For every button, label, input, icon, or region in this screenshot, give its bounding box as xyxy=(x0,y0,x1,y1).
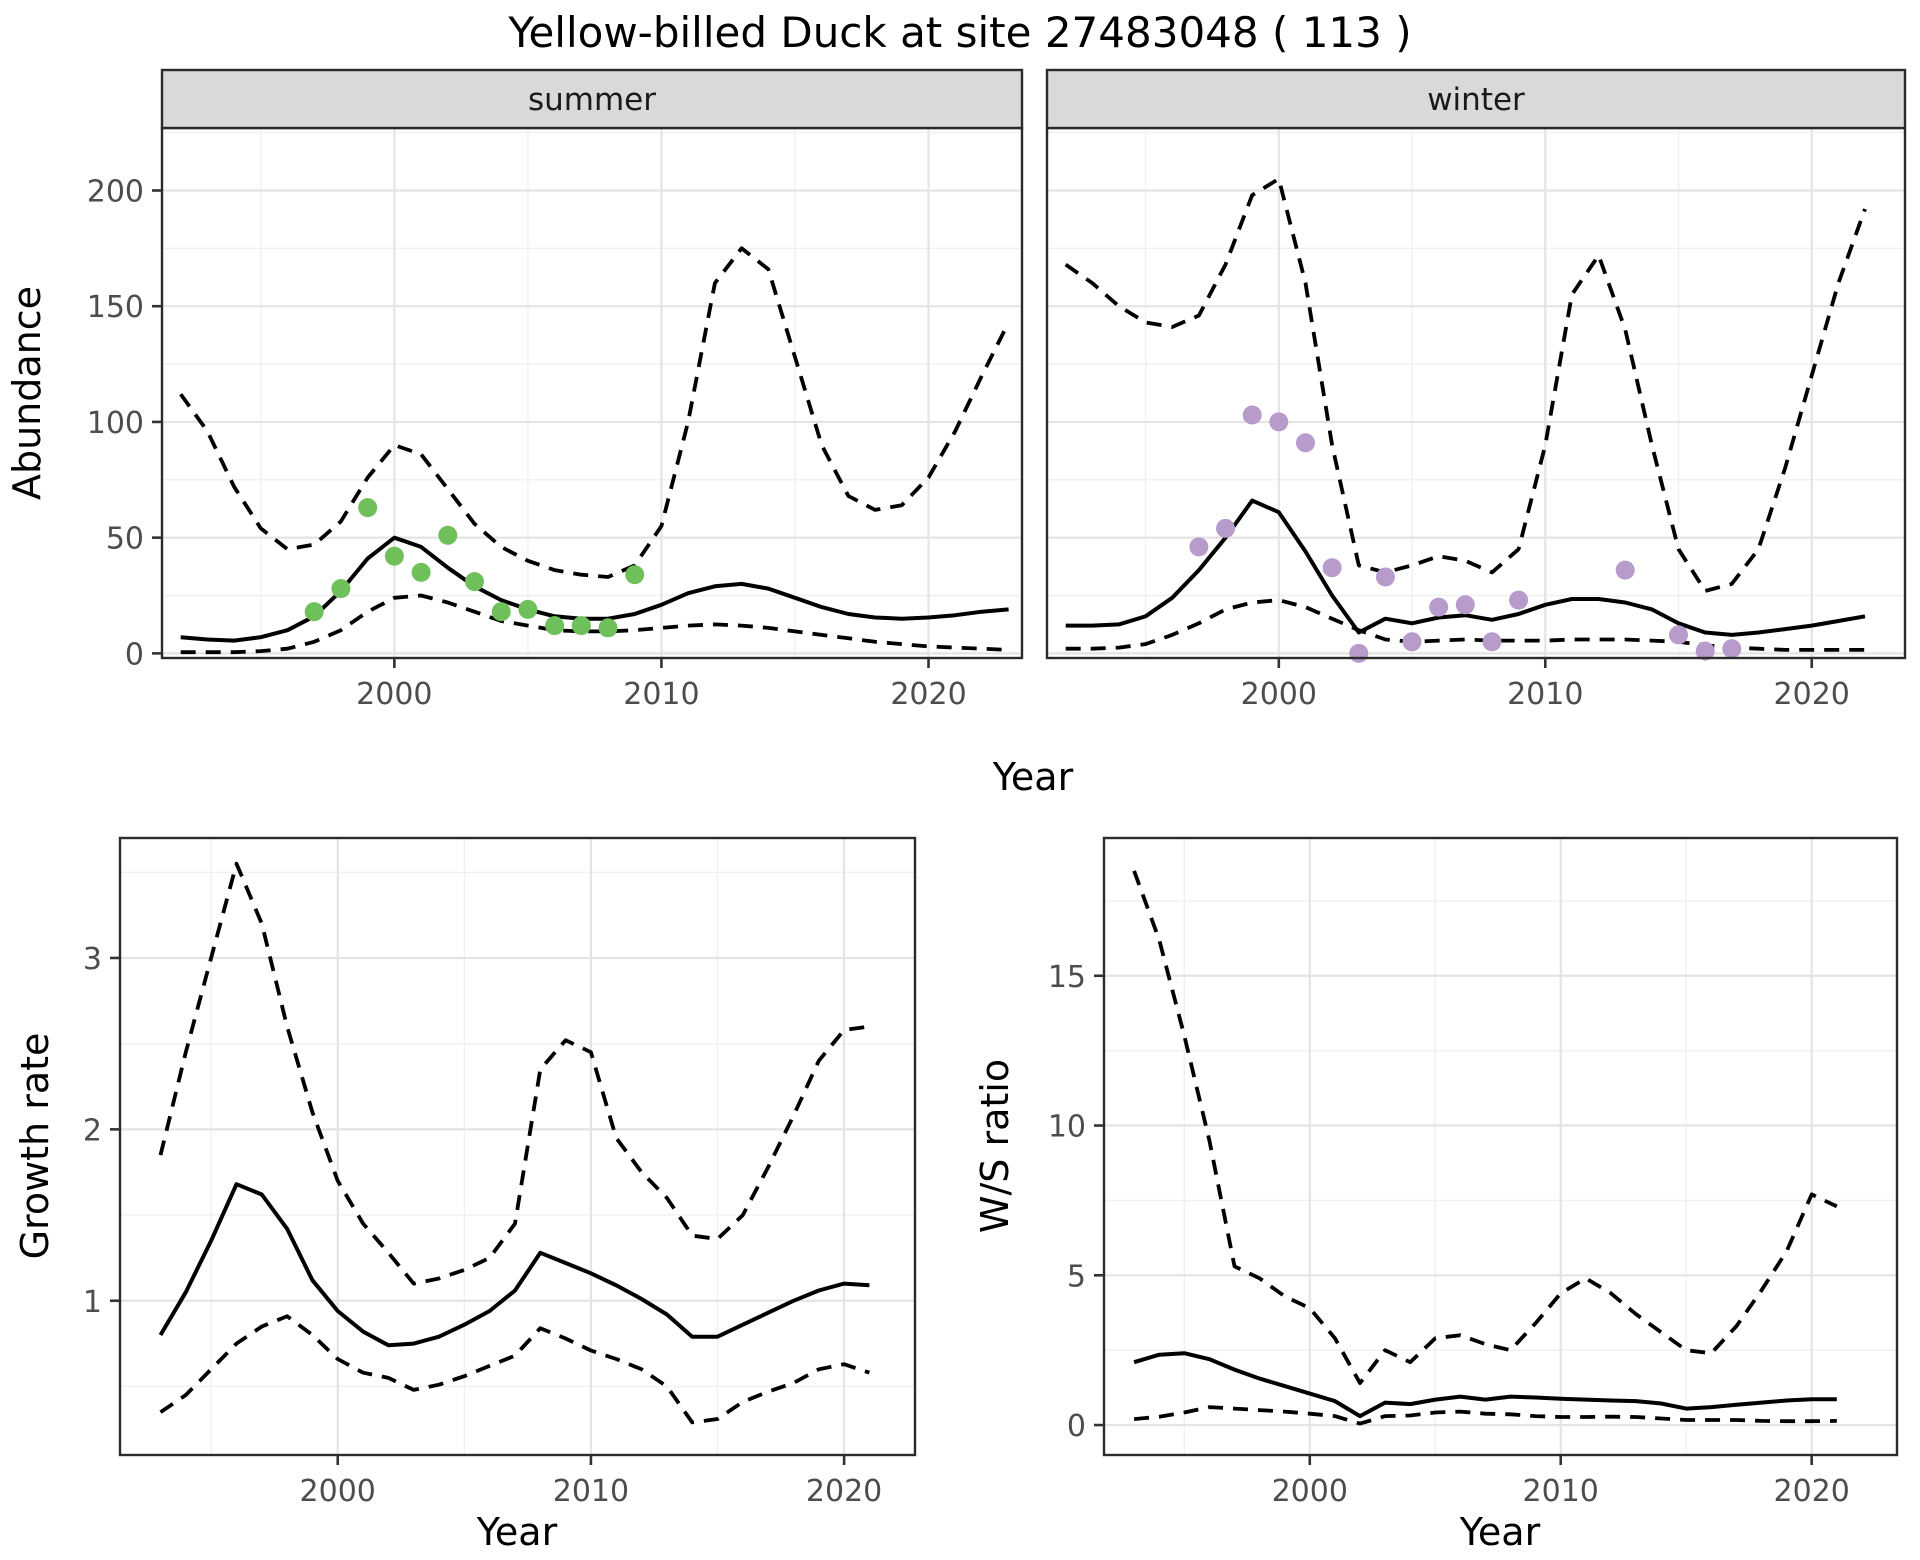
x-tick-label: 2010 xyxy=(1523,1474,1599,1509)
lower-ci-line xyxy=(159,1314,871,1425)
panel-background xyxy=(162,128,1022,658)
observed-point xyxy=(1669,625,1688,645)
observed-point xyxy=(411,562,431,582)
x-tick-label: 2020 xyxy=(890,677,966,712)
facet-label-summer: summer xyxy=(528,82,656,118)
observed-point xyxy=(1375,567,1395,587)
observed-point xyxy=(545,616,565,636)
y-axis-label-ws-ratio: W/S ratio xyxy=(973,1059,1017,1233)
observed-point xyxy=(518,599,538,619)
y-tick-label: 0 xyxy=(125,637,144,672)
facet-strip xyxy=(160,68,1024,130)
y-axis-label-growth-rate: Growth rate xyxy=(13,1033,57,1260)
x-axis-label-year-ws: Year xyxy=(1459,1510,1541,1554)
observed-point xyxy=(625,565,645,585)
y-tick-label: 200 xyxy=(87,174,144,209)
observed-point xyxy=(1509,590,1529,610)
observed-point xyxy=(1242,405,1262,425)
observed-point xyxy=(358,498,378,518)
observed-point xyxy=(598,618,618,638)
panel-background xyxy=(120,838,915,1455)
upper-ci-line xyxy=(1064,176,1867,593)
observed-point xyxy=(1722,639,1742,659)
y-tick-label: 100 xyxy=(87,406,144,441)
panel-abundance-summer: 2000 2010 2020 0 50 100 150 200 xyxy=(87,68,1024,712)
y-tick-label: 50 xyxy=(106,522,144,557)
observed-point xyxy=(331,579,351,599)
observed-point xyxy=(491,602,511,622)
chart-title: Yellow-billed Duck at site 27483048 ( 11… xyxy=(508,8,1412,57)
panel-border xyxy=(1102,836,1899,1457)
observed-point xyxy=(1322,558,1342,578)
x-tick-label: 2000 xyxy=(356,677,432,712)
lower-ci-line xyxy=(180,593,1009,655)
x-tick-label: 2010 xyxy=(1507,677,1583,712)
facet-strip xyxy=(1045,68,1907,130)
y-tick-label: 3 xyxy=(83,942,102,977)
x-tick-label: 2020 xyxy=(1773,1474,1849,1509)
fitted-line xyxy=(158,1182,870,1348)
observed-point xyxy=(1482,632,1502,652)
x-tick-label: 2020 xyxy=(806,1474,882,1509)
observed-point xyxy=(1296,433,1315,453)
x-axis-label-year-growth: Year xyxy=(476,1510,558,1554)
panel-abundance-winter: 2000 2010 2020 xyxy=(1045,68,1907,712)
y-axis-label-abundance: Abundance xyxy=(5,286,49,500)
upper-ci-line xyxy=(1132,870,1838,1385)
x-tick-label: 2000 xyxy=(1241,677,1317,712)
panel-background xyxy=(1047,128,1905,658)
observed-point xyxy=(438,525,458,545)
observed-point xyxy=(1695,641,1715,661)
fitted-line xyxy=(1065,498,1866,637)
x-tick-label: 2020 xyxy=(1774,677,1850,712)
observed-point xyxy=(465,572,484,592)
observed-point xyxy=(1269,412,1289,432)
x-tick-label: 2010 xyxy=(553,1474,629,1509)
y-tick-label: 1 xyxy=(83,1285,102,1320)
observed-point xyxy=(1615,560,1635,580)
y-tick-label: 150 xyxy=(87,290,144,325)
x-tick-label: 2000 xyxy=(300,1474,376,1509)
facet-label-winter: winter xyxy=(1427,82,1525,118)
observed-point xyxy=(1402,632,1422,652)
observed-point xyxy=(571,616,591,636)
observed-point xyxy=(1349,643,1369,663)
panel-growth-rate: 2000 2010 2020 1 2 3 xyxy=(83,836,917,1509)
lower-ci-line xyxy=(1133,1405,1837,1426)
panel-background xyxy=(1104,838,1897,1455)
y-tick-label: 10 xyxy=(1048,1110,1086,1145)
y-tick-label: 5 xyxy=(1067,1259,1086,1294)
fitted-line xyxy=(1133,1351,1837,1419)
observed-point xyxy=(1216,518,1235,538)
observed-point xyxy=(304,602,324,622)
y-tick-label: 15 xyxy=(1048,960,1086,995)
upper-ci-line xyxy=(158,861,870,1286)
x-axis-label-year-top: Year xyxy=(992,755,1074,799)
y-tick-label: 2 xyxy=(83,1113,102,1148)
observed-point xyxy=(1429,597,1449,617)
x-tick-label: 2010 xyxy=(623,677,699,712)
upper-ci-line xyxy=(179,246,1011,579)
observed-point xyxy=(1189,537,1209,557)
observed-point xyxy=(1455,595,1475,615)
y-tick-label: 0 xyxy=(1067,1409,1086,1444)
panel-ws-ratio: 2000 2010 2020 0 5 10 15 xyxy=(1048,836,1899,1509)
x-tick-label: 2000 xyxy=(1272,1474,1348,1509)
observed-point xyxy=(384,546,404,566)
panel-border xyxy=(118,836,917,1457)
